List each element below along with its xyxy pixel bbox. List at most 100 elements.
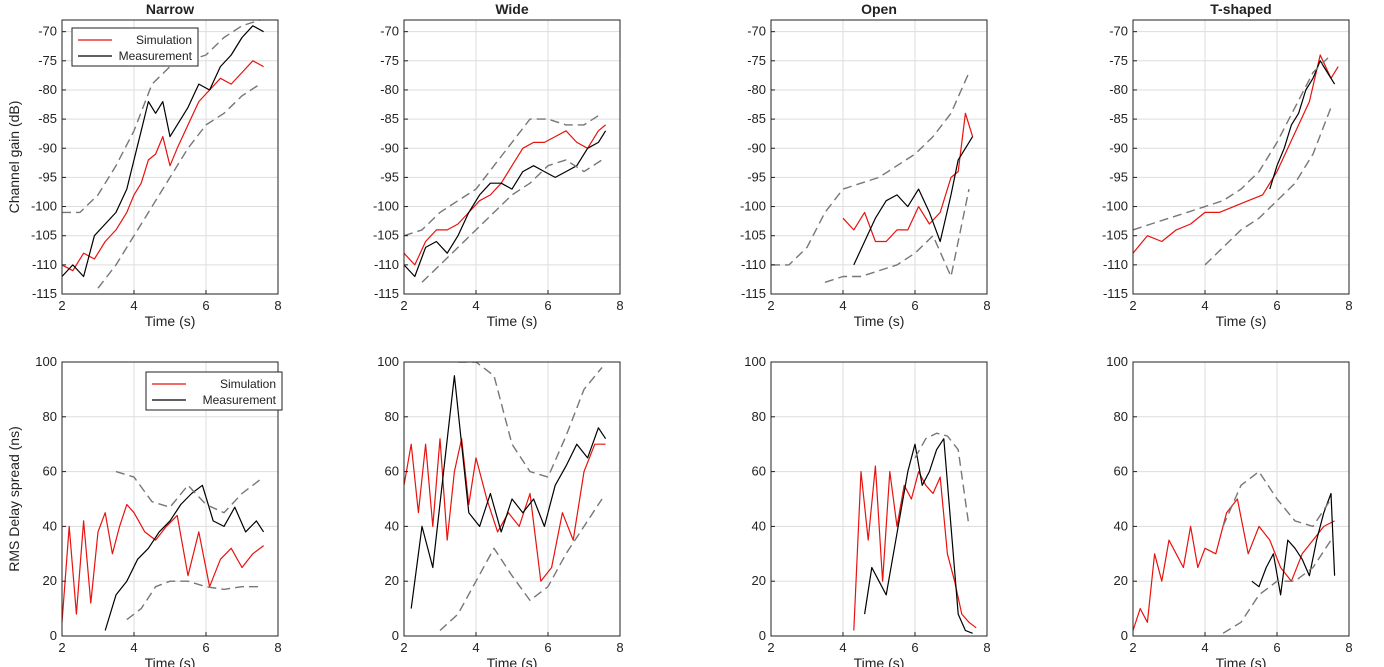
plot-area	[404, 20, 620, 294]
simulation-series-line	[1133, 54, 1339, 254]
y-tick-label: -70	[747, 24, 766, 39]
legend-box	[71, 27, 199, 67]
measurement-series-line	[404, 130, 607, 278]
legend-simulation-label: Simulation	[220, 377, 276, 391]
y-tick-label: 80	[43, 409, 57, 424]
x-tick-label: 2	[400, 298, 407, 313]
y-tick-label: -75	[380, 53, 399, 68]
x-tick-label: 4	[472, 640, 479, 655]
bound-series-line	[824, 188, 970, 283]
subplot-title: Wide	[495, 1, 529, 17]
x-tick-label: 8	[274, 640, 281, 655]
y-tick-label: -110	[1103, 257, 1128, 272]
y-tick-label: -115	[32, 286, 57, 301]
y-tick-label: -105	[373, 228, 399, 243]
y-tick-label: -110	[32, 257, 57, 272]
axes-frame	[61, 19, 279, 295]
y-tick-label: 0	[50, 628, 57, 643]
bound-series-line	[62, 20, 261, 214]
y-tick-label: -95	[380, 169, 399, 184]
plot-area	[1133, 362, 1349, 636]
y-tick-label: -75	[1109, 53, 1128, 68]
measurement-series-line	[104, 484, 265, 631]
y-tick-label: 100	[744, 354, 766, 369]
x-tick-label: 6	[1273, 298, 1280, 313]
subplot-title: T-shaped	[1210, 1, 1271, 17]
x-axis-label: Time (s)	[854, 655, 905, 667]
bound-series-line	[1133, 54, 1332, 231]
x-axis-label: Time (s)	[145, 313, 196, 329]
x-tick-label: 8	[1345, 640, 1352, 655]
bound-series-line	[126, 580, 260, 621]
x-tick-label: 6	[911, 298, 918, 313]
measurement-series-line	[62, 25, 264, 278]
simulation-series-line	[404, 438, 606, 582]
y-tick-label: -95	[1109, 169, 1128, 184]
series-group	[62, 20, 264, 289]
y-tick-label: -90	[38, 140, 57, 155]
subplot-2: 2 4 6 8 -115 -110 -105 -100 -95 -90 -85 -80 -75 -70 Ti…	[373, 1, 624, 329]
x-tick-label: 6	[911, 640, 918, 655]
x-tick-label: 8	[616, 640, 623, 655]
subplot-4: 2 4 6 8 -115 -110 -105 -100 -95 -90 -85 -80 -75 -70 Ti…	[1102, 1, 1353, 329]
bound-series-line	[97, 83, 261, 289]
y-tick-label: -110	[374, 257, 399, 272]
x-tick-label: 6	[544, 298, 551, 313]
y-tick-label: -100	[31, 199, 57, 214]
y-tick-label: -90	[747, 140, 766, 155]
axes-frame	[770, 19, 988, 295]
measurement-series-line	[864, 438, 973, 634]
subplot-3: 2 4 6 8 -115 -110 -105 -100 -95 -90 -85 -80 -75 -70 Ti…	[740, 1, 991, 329]
x-tick-label: 2	[1129, 298, 1136, 313]
y-tick-label: -90	[380, 140, 399, 155]
y-tick-label: 60	[752, 464, 766, 479]
x-tick-label: 2	[1129, 640, 1136, 655]
x-tick-label: 2	[767, 298, 774, 313]
x-tick-label: 4	[1201, 298, 1208, 313]
x-tick-label: 8	[983, 640, 990, 655]
x-tick-label: 4	[130, 640, 137, 655]
y-tick-label: 60	[1114, 464, 1128, 479]
simulation-series-line	[1133, 498, 1335, 631]
y-tick-label: 20	[752, 573, 766, 588]
x-tick-label: 4	[472, 298, 479, 313]
bound-series-line	[1204, 107, 1332, 266]
y-tick-label: 80	[385, 409, 399, 424]
series-group	[1133, 54, 1339, 266]
bound-series-line	[914, 432, 970, 527]
bound-series-line	[439, 498, 603, 632]
bound-series-line	[1222, 470, 1332, 528]
y-tick-label: -85	[380, 111, 399, 126]
bound-series-line	[771, 72, 970, 266]
bound-series-line	[115, 470, 261, 514]
y-tick-label: -105	[31, 228, 57, 243]
measurement-series-line	[410, 375, 607, 609]
y-tick-label: -105	[740, 228, 766, 243]
y-tick-label: 0	[1121, 628, 1128, 643]
axes-frame	[1132, 361, 1350, 637]
y-tick-label: 20	[43, 573, 57, 588]
y-tick-label: 80	[752, 409, 766, 424]
y-tick-label: -115	[741, 286, 766, 301]
x-tick-label: 6	[202, 298, 209, 313]
x-tick-label: 2	[58, 640, 65, 655]
axes-frame	[1132, 19, 1350, 295]
bound-series-line	[404, 112, 603, 237]
y-tick-label: 0	[759, 628, 766, 643]
x-tick-label: 2	[767, 640, 774, 655]
y-tick-label: -70	[38, 24, 57, 39]
x-tick-label: 8	[274, 298, 281, 313]
y-tick-label: -95	[747, 169, 766, 184]
x-tick-label: 6	[544, 640, 551, 655]
y-tick-label: -115	[1103, 286, 1128, 301]
simulation-series-line	[62, 503, 264, 623]
y-tick-label: 60	[43, 464, 57, 479]
y-tick-label: -70	[380, 24, 399, 39]
legend-box	[145, 371, 283, 411]
y-axis-label: RMS Delay spread (ns)	[6, 426, 22, 572]
y-tick-label: -100	[373, 199, 399, 214]
y-tick-label: -80	[380, 82, 399, 97]
